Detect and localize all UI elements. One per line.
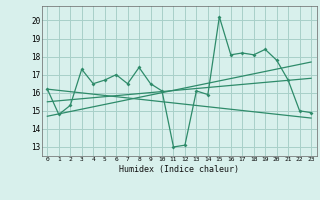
X-axis label: Humidex (Indice chaleur): Humidex (Indice chaleur) xyxy=(119,165,239,174)
